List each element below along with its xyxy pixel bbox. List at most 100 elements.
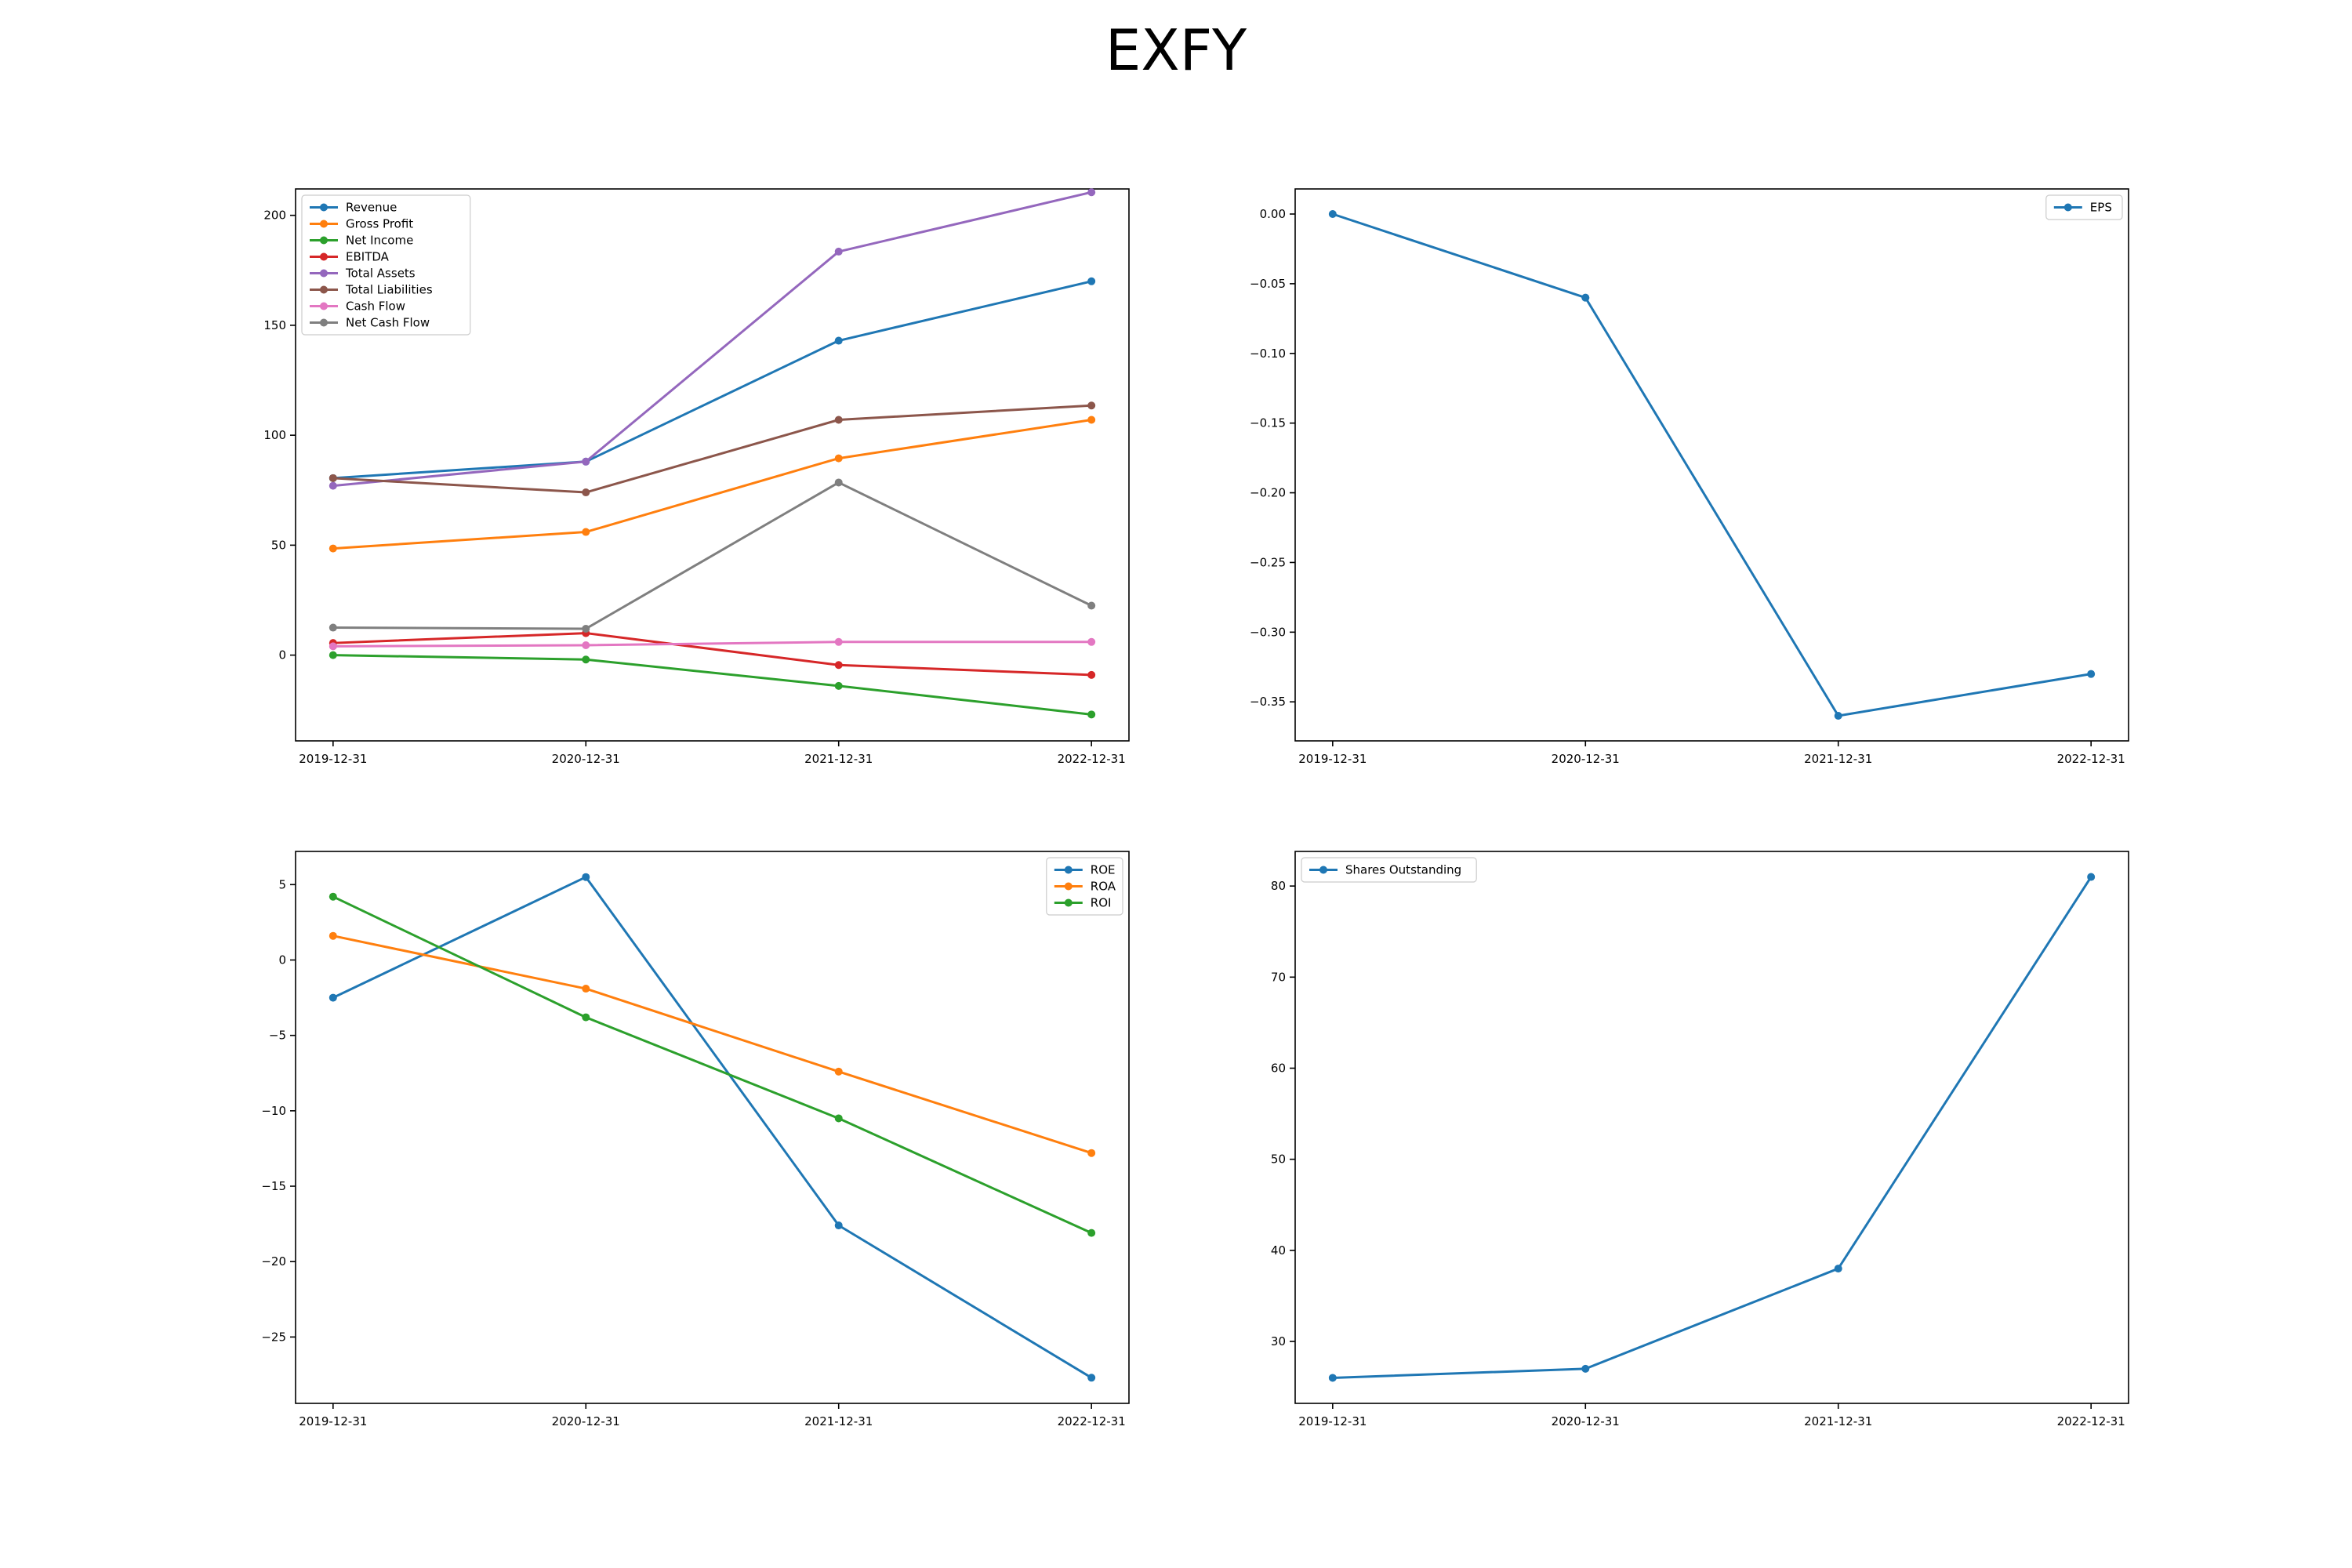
data-point <box>1087 601 1096 610</box>
plot-frame <box>1294 188 2129 742</box>
chart-3: 2019-12-31 2020-12-31 2021-12-31 2022-12-31… <box>261 851 1130 1428</box>
series-line <box>332 419 1092 550</box>
legend-marker <box>2063 203 2072 212</box>
legend: Shares Outstanding <box>1301 857 1477 883</box>
legend-marker <box>320 252 328 261</box>
data-point <box>834 1114 843 1123</box>
x-tick-label: 2020-12-31 <box>552 752 620 766</box>
data-point <box>1087 637 1096 646</box>
legend-marker <box>320 236 328 245</box>
y-tick-label: 200 <box>263 209 286 223</box>
data-point <box>582 624 590 633</box>
legend-marker <box>320 269 328 278</box>
data-point <box>582 641 590 649</box>
x-tick-label: 2019-12-31 <box>1298 752 1367 766</box>
series-line <box>332 632 1092 677</box>
y-tick-label: −0.10 <box>1250 347 1286 361</box>
data-point <box>582 488 590 497</box>
legend-marker <box>320 285 328 294</box>
data-point <box>1087 277 1096 285</box>
series-line <box>332 280 1092 480</box>
y-tick-label: 0.00 <box>1260 207 1286 221</box>
data-point <box>328 474 337 482</box>
legend: ROE ROA ROI <box>1046 857 1123 916</box>
x-tick-label: 2019-12-31 <box>1298 1414 1367 1428</box>
figure-title: EXFY <box>1105 17 1247 83</box>
x-tick-label: 2021-12-31 <box>1804 1414 1872 1428</box>
series-line <box>332 641 1092 648</box>
data-point <box>834 478 843 487</box>
series-line <box>332 895 1092 1235</box>
y-tick-label: 60 <box>1271 1061 1286 1075</box>
data-point <box>2087 670 2096 678</box>
legend-label: Total Liabilities <box>345 283 433 297</box>
series-line <box>332 481 1092 630</box>
data-point <box>328 544 337 553</box>
x-tick-label: 2022-12-31 <box>1058 1414 1126 1428</box>
series-line <box>1332 212 2092 717</box>
chart-2: 2019-12-31 2020-12-31 2021-12-31 2022-12-31… <box>1250 188 2129 766</box>
y-tick-label: −0.15 <box>1250 416 1286 430</box>
legend-marker <box>1319 866 1327 874</box>
legend-label: Net Cash Flow <box>346 316 430 330</box>
legend-label: ROA <box>1091 880 1116 894</box>
series-line <box>332 404 1092 494</box>
data-point <box>328 931 337 940</box>
legend-label: Total Assets <box>345 267 416 281</box>
legend-marker <box>320 203 328 212</box>
legend-label: Shares Outstanding <box>1345 863 1461 877</box>
legend: EPS <box>2045 194 2123 220</box>
legend-marker <box>1064 882 1073 891</box>
y-tick-label: 5 <box>278 877 286 891</box>
data-point <box>1087 1229 1096 1237</box>
y-tick-label: −0.05 <box>1250 277 1286 291</box>
x-tick-label: 2021-12-31 <box>1804 752 1872 766</box>
data-point <box>834 1067 843 1076</box>
legend-label: Gross Profit <box>346 217 413 231</box>
y-tick-label: −0.20 <box>1250 486 1286 500</box>
data-point <box>582 985 590 993</box>
data-point <box>1087 710 1096 719</box>
x-tick-label: 2019-12-31 <box>299 1414 367 1428</box>
legend-label: Cash Flow <box>346 299 405 314</box>
y-tick-label: 50 <box>1271 1152 1286 1167</box>
legend-label: EPS <box>2090 201 2112 215</box>
legend-box <box>1301 857 1477 883</box>
data-point <box>582 655 590 664</box>
data-point <box>1328 1374 1337 1382</box>
legend-label: Revenue <box>346 201 397 215</box>
series-line <box>1332 876 2092 1379</box>
y-tick-label: −0.35 <box>1250 695 1286 709</box>
y-tick-label: −25 <box>261 1330 286 1344</box>
data-point <box>834 637 843 646</box>
data-point <box>834 661 843 670</box>
y-tick-label: −15 <box>261 1179 286 1193</box>
legend-label: ROE <box>1091 863 1116 877</box>
data-point <box>1834 712 1842 720</box>
x-tick-label: 2022-12-31 <box>2057 752 2125 766</box>
data-point <box>582 457 590 466</box>
legend-marker <box>320 318 328 327</box>
x-tick-label: 2022-12-31 <box>2057 1414 2125 1428</box>
chart-1: 2019-12-31 2020-12-31 2021-12-31 2022-12-31… <box>263 188 1130 766</box>
data-point <box>582 1013 590 1022</box>
data-point <box>328 651 337 659</box>
data-point <box>582 528 590 536</box>
data-point <box>1581 1364 1590 1373</box>
plot-frame <box>295 188 1130 742</box>
y-tick-label: −0.30 <box>1250 625 1286 639</box>
legend-label: EBITDA <box>346 250 390 264</box>
plot-frame <box>1294 851 2129 1404</box>
data-point <box>1834 1265 1842 1273</box>
legend: Revenue Gross Profit Net Income EBITDA Total… <box>301 194 471 336</box>
legend-marker <box>320 302 328 310</box>
y-tick-label: 0 <box>278 648 286 662</box>
x-tick-label: 2020-12-31 <box>552 1414 620 1428</box>
legend-box <box>2045 194 2123 220</box>
y-tick-label: −20 <box>261 1254 286 1269</box>
data-point <box>328 642 337 651</box>
series-line <box>332 654 1092 716</box>
data-point <box>1087 401 1096 410</box>
data-point <box>1328 210 1337 218</box>
x-tick-label: 2019-12-31 <box>299 752 367 766</box>
